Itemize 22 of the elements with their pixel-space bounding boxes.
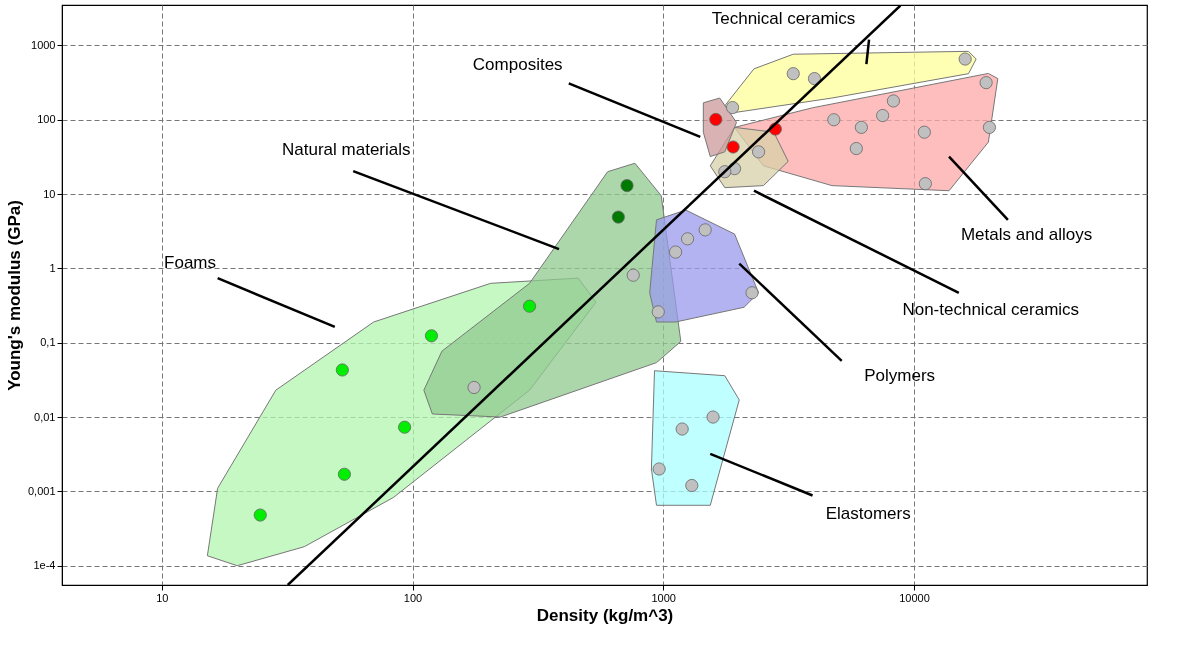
y-tick-label: 1000 [31,38,56,51]
y-tick-label: 100 [37,113,56,126]
annotation: Foams [164,253,217,273]
annotation: Natural materials [282,140,411,159]
y-tick-label: 10 [43,187,56,200]
x-tick-label: 100 [403,591,423,604]
y-tick-label: 0,01 [34,410,56,423]
y-axis-title: Young's modulus (GPa) [4,200,24,391]
y-tick-label: 0,001 [27,484,56,497]
y-tick-label: 0,1 [40,336,56,349]
x-tick-label: 1000 [651,591,676,604]
x-tick-label: 10 [156,591,169,604]
annotation: Polymers [864,366,936,386]
x-axis-title: Density (kg/m^3) [536,605,674,625]
annotation: Technical ceramics [711,8,856,28]
annotation: Non-technical ceramics [902,299,1080,319]
annotation: Metals and alloys [960,225,1093,245]
x-tick-label: 10000 [899,591,930,604]
annotation: Elastomers [825,504,911,524]
annotation: Composites [472,55,563,75]
y-tick-label: 1e-4 [33,559,56,572]
y-tick-label: 1 [49,261,56,274]
